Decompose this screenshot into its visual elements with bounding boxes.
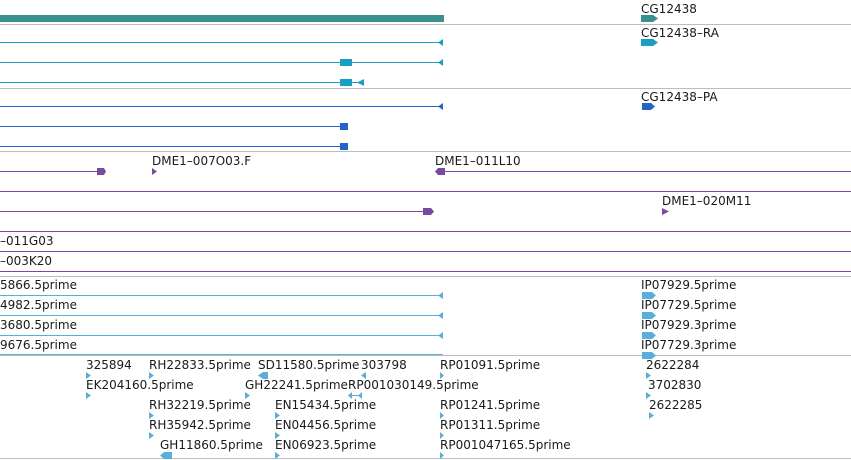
- est-marker[interactable]: [258, 372, 268, 379]
- clone-label[interactable]: DME1–011L10: [435, 154, 521, 168]
- est-label[interactable]: SD11580.5prime: [258, 358, 360, 372]
- clone-label[interactable]: DME1–020M11: [662, 194, 752, 208]
- protein-pa-track: [0, 103, 655, 150]
- gene-feature-bar[interactable]: [0, 15, 444, 22]
- est-marker[interactable]: [160, 452, 172, 459]
- clone-track: [0, 168, 851, 272]
- est-label[interactable]: EK204160.5prime: [86, 378, 194, 392]
- est-label[interactable]: 2622284: [646, 358, 700, 372]
- track-dividers: [0, 24, 851, 459]
- clone-marker[interactable]: [152, 168, 157, 175]
- clone-label[interactable]: –003K20: [0, 254, 53, 268]
- est-label[interactable]: RP01311.5prime: [440, 418, 541, 432]
- est-marker[interactable]: [646, 372, 651, 379]
- transcript-end-marker: [438, 59, 443, 66]
- est-label[interactable]: RP01091.5prime: [440, 358, 541, 372]
- est-marker[interactable]: [348, 392, 352, 399]
- est-label[interactable]: 5866.5prime: [0, 278, 77, 292]
- clone-label[interactable]: –011G03: [0, 234, 54, 248]
- est-label[interactable]: IP07929.3prime: [641, 318, 737, 332]
- est-marker[interactable]: [440, 432, 444, 439]
- est-marker[interactable]: [440, 372, 444, 379]
- est-label[interactable]: IP07729.5prime: [641, 298, 737, 312]
- est-label[interactable]: 2622285: [649, 398, 703, 412]
- est-marker[interactable]: [86, 372, 91, 379]
- transcript-end-marker: [438, 39, 443, 46]
- transcript-end-marker: [357, 79, 364, 86]
- est-label[interactable]: 3702830: [648, 378, 702, 392]
- est-label[interactable]: IP07929.5prime: [641, 278, 737, 292]
- est-label[interactable]: RP001047165.5prime: [440, 438, 571, 452]
- est-marker[interactable]: [149, 432, 154, 439]
- clone-label[interactable]: DME1–007O03.F: [152, 154, 252, 168]
- est-label[interactable]: 303798: [361, 358, 407, 372]
- clone-end[interactable]: [435, 168, 445, 175]
- protein-feature-arrow[interactable]: [642, 103, 655, 110]
- est-label[interactable]: IP07729.3prime: [641, 338, 737, 352]
- protein-exon[interactable]: [340, 123, 348, 130]
- est-marker[interactable]: [149, 372, 154, 379]
- est-label[interactable]: 3680.5prime: [0, 318, 77, 332]
- est-end-marker: [438, 312, 443, 319]
- est-marker[interactable]: [149, 412, 154, 419]
- est-end-marker: [438, 332, 443, 339]
- est-marker[interactable]: [245, 392, 250, 399]
- est-feature-arrow[interactable]: [642, 332, 656, 339]
- est-feature-arrow[interactable]: [642, 312, 656, 319]
- est-feature-arrow[interactable]: [642, 292, 656, 299]
- transcript-exon[interactable]: [340, 59, 352, 66]
- est-marker[interactable]: [358, 392, 362, 399]
- est-label[interactable]: RH22833.5prime: [149, 358, 251, 372]
- gene-feature-arrow[interactable]: [641, 15, 658, 22]
- est-feature-arrow[interactable]: [642, 352, 656, 359]
- est-label[interactable]: 9676.5prime: [0, 338, 77, 352]
- est-label[interactable]: EN15434.5prime: [275, 398, 377, 412]
- transcript-label-ra[interactable]: CG12438–RA: [641, 26, 719, 40]
- est-marker[interactable]: [275, 452, 280, 459]
- protein-end-marker: [438, 103, 443, 110]
- est-label[interactable]: RH35942.5prime: [149, 418, 251, 432]
- gene-label[interactable]: CG12438: [641, 2, 697, 16]
- clone-end[interactable]: [97, 168, 106, 175]
- est-label[interactable]: EN06923.5prime: [275, 438, 377, 452]
- est-label[interactable]: RP001030149.5prime: [348, 378, 479, 392]
- gene-track: [0, 15, 658, 22]
- clone-marker[interactable]: [662, 208, 669, 215]
- transcript-ra-track: [0, 39, 658, 86]
- clone-end[interactable]: [423, 208, 434, 215]
- est-label[interactable]: RP01241.5prime: [440, 398, 541, 412]
- est-marker[interactable]: [649, 412, 654, 419]
- est-label[interactable]: 325894: [86, 358, 132, 372]
- est-marker[interactable]: [440, 452, 444, 459]
- est-label[interactable]: EN04456.5prime: [275, 418, 377, 432]
- est-marker[interactable]: [275, 412, 280, 419]
- transcript-exon[interactable]: [340, 79, 352, 86]
- est-marker[interactable]: [646, 392, 651, 399]
- est-label[interactable]: 4982.5prime: [0, 298, 77, 312]
- est-marker-grid: [86, 372, 654, 459]
- est-label[interactable]: GH11860.5prime: [160, 438, 263, 452]
- est-end-marker: [438, 292, 443, 299]
- est-marker[interactable]: [275, 432, 280, 439]
- est-label[interactable]: RH32219.5prime: [149, 398, 251, 412]
- est-label[interactable]: GH22241.5prime: [245, 378, 348, 392]
- protein-exon[interactable]: [340, 143, 348, 150]
- est-marker[interactable]: [440, 412, 444, 419]
- est-marker[interactable]: [86, 392, 91, 399]
- transcript-feature-arrow[interactable]: [641, 39, 658, 46]
- est-marker[interactable]: [361, 372, 366, 379]
- transcript-label-pa[interactable]: CG12438–PA: [641, 90, 718, 104]
- est-line-track: [0, 292, 656, 359]
